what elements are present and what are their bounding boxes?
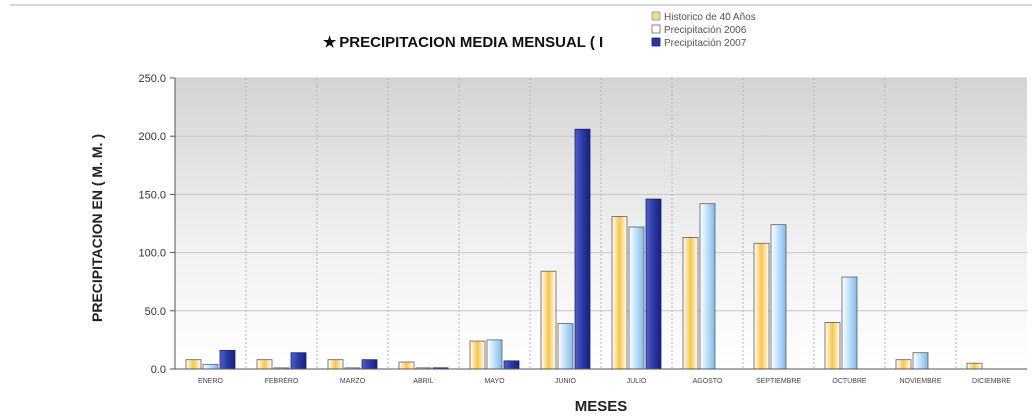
x-tick-label: ABRIL <box>413 378 433 385</box>
legend-swatch <box>651 37 661 47</box>
x-tick-label: MARZO <box>340 378 366 385</box>
x-tick-label: JUNIO <box>555 378 577 385</box>
bar-enero-series-3 <box>219 349 236 370</box>
legend-swatch <box>651 11 661 21</box>
x-tick-label: FEBRERO <box>265 378 299 385</box>
x-tick-label: MAYO <box>484 378 505 385</box>
x-tick-label: AGOSTO <box>693 378 723 385</box>
bar-marzo-series-3 <box>361 359 378 370</box>
bar-junio-series-1 <box>540 270 557 370</box>
y-tick-label: 0.0 <box>151 364 166 376</box>
bar-agosto-series-2 <box>699 203 716 370</box>
legend: Historico de 40 Años Precipitación 2006 Pr… <box>651 11 756 49</box>
legend-label: Precipitación 2007 <box>664 38 747 49</box>
bar-enero-series-2 <box>202 363 219 370</box>
x-tick-label: OCTUBRE <box>832 378 867 385</box>
bar-octubre-series-2 <box>841 276 858 370</box>
gridlines <box>170 77 1027 370</box>
x-axis-title: MESES <box>575 398 628 415</box>
y-tick-label: 150.0 <box>138 189 166 201</box>
bar-diciembre-series-1 <box>966 362 983 370</box>
x-tick-labels: ENERO FEBRERO MARZO ABRIL MAYO JUNIO JULIO AGOS… <box>198 378 1011 385</box>
bar-septiembre-series-1 <box>753 242 770 370</box>
bar-junio-series-2 <box>557 323 574 370</box>
bar-julio-series-1 <box>611 216 628 370</box>
bar-junio-series-3 <box>574 128 591 370</box>
bar-mayo-series-1 <box>469 340 486 370</box>
legend-label: Historico de 40 Años <box>664 12 756 23</box>
bar-octubre-series-1 <box>824 322 841 370</box>
bar-noviembre-series-1 <box>895 359 912 370</box>
x-tick-label: NOVIEMBRE <box>899 378 941 385</box>
bar-julio-series-3 <box>645 198 662 370</box>
y-tick-label: 250.0 <box>138 73 166 85</box>
y-axis-title: PRECIPITACION EN ( M. M. ) <box>89 134 105 322</box>
legend-swatch <box>651 24 661 34</box>
bar-mayo-series-3 <box>503 360 520 370</box>
chart-title-text: PRECIPITACION MEDIA MENSUAL ( I <box>339 34 603 51</box>
bar-agosto-series-1 <box>682 237 699 370</box>
x-tick-label: JULIO <box>627 378 647 385</box>
y-tick-label: 200.0 <box>138 131 166 143</box>
x-tick-label: SEPTIEMBRE <box>756 378 801 385</box>
y-tick-label: 50.0 <box>145 306 166 318</box>
bar-enero-series-1 <box>185 359 202 370</box>
bar-abril-series-1 <box>398 361 415 370</box>
y-tick-label: 100.0 <box>138 248 166 260</box>
chart-title: ★ PRECIPITACION MEDIA MENSUAL ( I <box>323 34 603 51</box>
bar-febrero-series-3 <box>290 352 307 370</box>
bar-marzo-series-1 <box>327 359 344 370</box>
bar-septiembre-series-2 <box>770 224 787 370</box>
title-star-icon: ★ <box>323 34 337 51</box>
legend-label: Precipitación 2006 <box>664 25 747 36</box>
bars-layer <box>185 128 983 370</box>
bar-noviembre-series-2 <box>912 352 929 370</box>
y-tick-labels: 0.0 50.0 100.0 150.0 200.0 250.0 <box>138 73 166 376</box>
bar-mayo-series-2 <box>486 339 503 370</box>
x-tick-label: DICIEMBRE <box>972 378 1011 385</box>
bar-febrero-series-1 <box>256 359 273 370</box>
bar-julio-series-2 <box>628 226 645 370</box>
x-tick-label: ENERO <box>198 378 223 385</box>
